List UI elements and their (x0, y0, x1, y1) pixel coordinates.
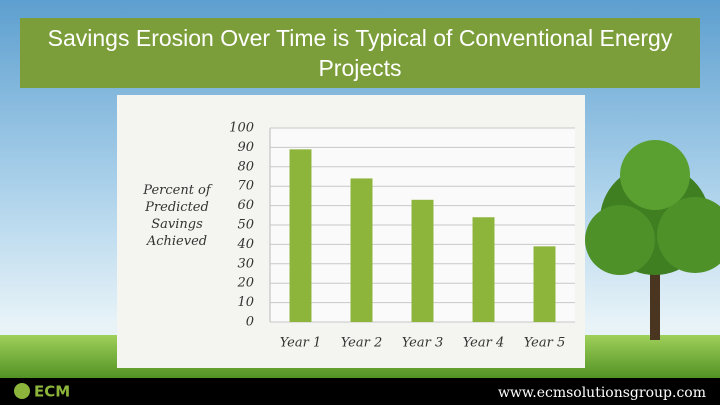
slide-title: Savings Erosion Over Time is Typical of … (47, 25, 673, 81)
y-tick-label: 70 (237, 179, 254, 194)
y-tick-label: 90 (237, 140, 254, 155)
x-tick-label: Year 5 (524, 336, 566, 351)
footer-url: www.ecmsolutionsgroup.com (498, 385, 706, 401)
bar (289, 149, 312, 322)
bar (350, 178, 373, 322)
x-tick-label: Year 1 (280, 336, 322, 351)
y-tick-label: 0 (246, 315, 254, 330)
y-tick-label: 10 (237, 295, 254, 310)
title-band (20, 18, 700, 88)
y-tick-label: 80 (237, 159, 254, 174)
footer-bar (0, 378, 720, 405)
x-tick-label: Year 3 (402, 336, 444, 351)
logo: ECM (34, 383, 70, 401)
logo-icon (14, 383, 30, 399)
y-axis-label: Percent of Predicted Savings Achieved (143, 183, 211, 249)
y-tick-label: 20 (236, 276, 254, 291)
y-tick-label: 50 (237, 218, 254, 233)
bar (533, 246, 556, 322)
y-tick-label: 60 (237, 198, 254, 213)
y-tick-label: 100 (229, 121, 254, 136)
y-tick-label: 40 (236, 237, 254, 252)
y-tick-label: 30 (237, 256, 254, 271)
x-tick-label: Year 4 (463, 336, 505, 351)
tree (585, 140, 720, 340)
bar (411, 199, 434, 322)
bar (472, 217, 495, 322)
x-tick-label: Year 2 (341, 336, 383, 351)
